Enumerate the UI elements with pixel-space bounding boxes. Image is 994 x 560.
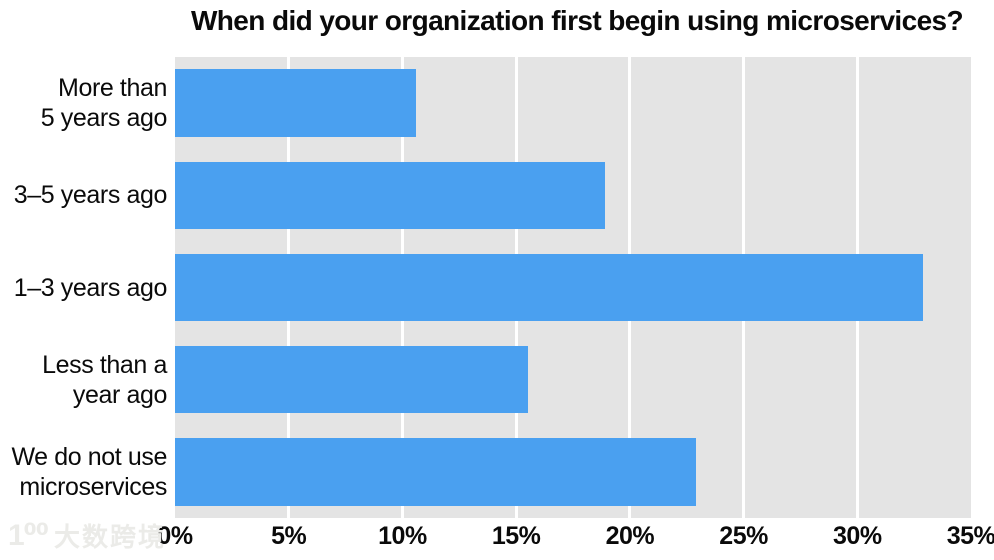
bar-row <box>175 241 971 333</box>
x-tick-15pct: 15% <box>491 522 541 550</box>
y-label-3-5-years-ago: 3–5 years ago <box>0 149 168 241</box>
bar-row <box>175 426 971 518</box>
x-tick-20pct: 20% <box>605 522 655 550</box>
bar-row <box>175 149 971 241</box>
x-tick-35pct: 35% <box>946 522 994 550</box>
plot-area <box>175 57 971 518</box>
watermark: 1⁰⁰ 大数跨境 <box>8 517 166 554</box>
y-label-we-do-not-use-microservices: We do not use microservices <box>0 426 167 518</box>
x-tick-0pct: 0% <box>157 522 193 550</box>
y-label-line: More than <box>58 74 167 103</box>
y-label-line: microservices <box>19 472 167 501</box>
x-tick-5pct: 5% <box>271 522 307 550</box>
chart-title: When did your organization first begin u… <box>190 5 964 36</box>
bar-row <box>175 57 971 149</box>
bar-rows <box>175 57 971 518</box>
y-label-line: We do not use <box>11 442 167 471</box>
watermark-text: 大数跨境 <box>53 522 166 552</box>
y-label-line: 5 years ago <box>40 104 168 133</box>
watermark-logo-icon: 1⁰⁰ <box>8 519 49 552</box>
y-label-line: 1–3 years ago <box>13 273 168 302</box>
x-tick-25pct: 25% <box>719 522 768 550</box>
x-tick-10pct: 10% <box>378 522 427 550</box>
bar-less-than-a-year-ago <box>175 346 528 414</box>
bar-1-3-years-ago <box>175 253 924 322</box>
bar-row <box>175 334 971 426</box>
y-label-line: year ago <box>72 380 167 409</box>
bar-we-do-not-use-microservices <box>175 438 696 506</box>
y-label-line: 3–5 years ago <box>13 181 168 210</box>
y-label-1-3-years-ago: 1–3 years ago <box>0 241 168 333</box>
y-label-line: Less than a <box>42 350 167 379</box>
x-axis-labels: 0% 5% 10% 15% 20% 25% 30% 35% <box>157 522 994 556</box>
bar-3-5-years-ago <box>175 161 605 229</box>
y-label-less-than-a-year-ago: Less than a year ago <box>0 334 167 426</box>
y-label-more-than-5-years-ago: More than 5 years ago <box>0 57 168 149</box>
x-tick-30pct: 30% <box>833 522 882 550</box>
bar-more-than-5-years-ago <box>175 69 417 137</box>
y-axis-labels: More than 5 years ago 3–5 years ago 1–3 … <box>0 57 167 518</box>
